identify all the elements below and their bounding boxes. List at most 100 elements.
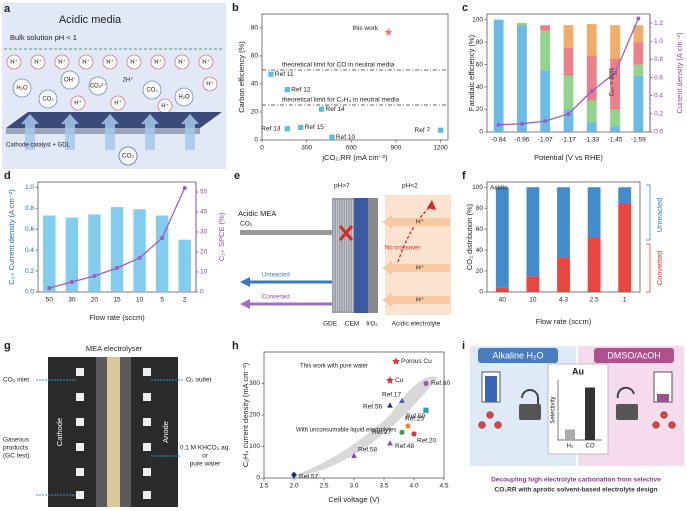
y-tick-label: 0.0 — [25, 289, 34, 296]
flowfield — [120, 357, 131, 507]
bracket — [646, 243, 651, 293]
mini-bar — [585, 387, 595, 440]
y-tick-label: 40 — [476, 84, 484, 91]
products-label: products — [3, 445, 29, 452]
species-label: H⁺ — [10, 59, 18, 66]
point — [437, 127, 444, 133]
crossover-label: No crossover — [385, 246, 420, 252]
species-label: H⁺ — [58, 59, 66, 66]
bracket — [646, 184, 651, 241]
flow-arrow — [21, 114, 39, 150]
y2-tick-label: 10 — [200, 269, 208, 276]
mea-label: Acidic MEA — [238, 209, 276, 218]
lock-body — [616, 404, 638, 420]
panel-letter: d — [4, 170, 11, 182]
panel-title: Acidic media — [59, 14, 122, 26]
cathode-label: Cathode catalyst + GDL — [6, 143, 71, 149]
bar — [557, 257, 570, 292]
iro2 — [368, 198, 378, 313]
line-point — [92, 274, 97, 278]
y-tick-label: 20 — [476, 106, 484, 113]
y2-tick-label: 0.8 — [654, 56, 663, 63]
proton-arrow — [382, 293, 450, 307]
annotation: C₂₊ > 80% — [610, 67, 616, 96]
species — [70, 95, 86, 111]
port — [143, 443, 151, 451]
converted-label: Converted — [262, 295, 290, 301]
y2-tick-label: 0.2 — [654, 111, 663, 118]
species — [60, 70, 80, 90]
y-axis-label: C₂H₄ current density (mA cm⁻²) — [241, 362, 250, 467]
x-tick-label: -1.17 — [561, 137, 576, 144]
bar — [517, 22, 527, 26]
bar — [587, 187, 601, 238]
panel-letter: a — [4, 3, 11, 15]
point — [399, 397, 405, 403]
bar — [618, 187, 632, 203]
mini-axis-label: Selectivity — [551, 396, 557, 423]
y-tick-label: 0 — [254, 137, 258, 144]
x-tick-label: 600 — [346, 145, 357, 152]
x-axis-label: Cell voltage (V) — [328, 495, 380, 504]
cathode-label: Cathode — [55, 418, 64, 446]
y-axis-label: C₂₊ Current density (A cm⁻²) — [7, 189, 16, 285]
species — [174, 54, 190, 70]
bar — [610, 25, 620, 59]
point — [387, 440, 393, 446]
y-axis-label: Carbon efficiency (%) — [237, 41, 246, 113]
layer-label: CEM — [345, 321, 359, 328]
line-point — [543, 119, 548, 124]
y2-tick-label: 0.4 — [654, 92, 663, 99]
catalyst-label: Au — [572, 366, 584, 376]
x-tick-label: -1.07 — [538, 137, 553, 144]
cathode-edge — [6, 128, 200, 134]
y-tick-label: 200 — [249, 412, 260, 419]
species-label: H⁺ — [178, 59, 186, 66]
no-crossover — [338, 225, 354, 241]
atom — [478, 421, 486, 429]
right-header — [594, 348, 674, 363]
point-label: Ref.59 — [406, 413, 426, 420]
lock — [521, 389, 539, 404]
bar — [610, 58, 620, 110]
x-tick-label: 20 — [91, 297, 99, 304]
bar — [526, 276, 540, 292]
x-tick-label: 40 — [499, 297, 507, 304]
flow-arrow — [141, 114, 159, 150]
bar — [495, 187, 509, 288]
line-point — [47, 286, 52, 290]
inlet-label: CO₂ inlet — [3, 377, 29, 384]
bar — [557, 187, 570, 258]
bar — [493, 19, 504, 132]
feed-arrow — [240, 230, 332, 235]
point-label: Cu — [395, 377, 404, 384]
x-tick-label: 0 — [260, 145, 264, 152]
bar — [43, 215, 56, 292]
y-tick-label: 1.0 — [25, 184, 34, 191]
y-tick-label: 0 — [479, 289, 483, 296]
port — [76, 368, 84, 376]
x-tick-label: 4.3 — [559, 297, 568, 304]
products-label: Gaseous — [3, 437, 30, 444]
y-tick-label: 100 — [472, 184, 483, 191]
bar — [155, 215, 169, 292]
species-label: H⁺ — [74, 100, 82, 107]
y-tick-label: 80 — [251, 25, 259, 32]
y2-tick-label: 0 — [200, 289, 204, 296]
annotation: Acidic — [490, 185, 508, 192]
point-label: Ref.17 — [382, 392, 402, 399]
point — [298, 124, 304, 130]
bar — [540, 70, 551, 132]
bar — [633, 64, 644, 76]
arrow-head — [240, 277, 250, 287]
bar — [586, 123, 597, 132]
species — [174, 87, 194, 107]
y-tick-label: 0.2 — [25, 268, 34, 275]
species — [198, 54, 214, 70]
bar — [610, 109, 620, 127]
cem — [354, 198, 368, 313]
y2-tick-label: 40 — [200, 209, 208, 216]
bar — [633, 25, 644, 43]
point-label: Ref.58 — [358, 447, 378, 454]
